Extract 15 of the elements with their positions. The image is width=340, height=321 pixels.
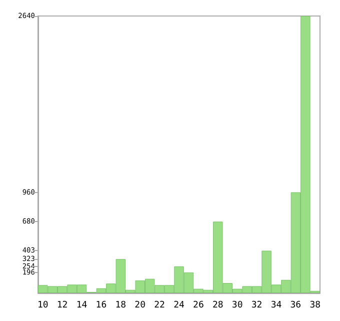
x-tick-label: 16	[96, 300, 107, 310]
x-tick-label: 34	[270, 300, 282, 310]
x-tick-label: 18	[115, 300, 126, 310]
x-tick-label: 32	[251, 300, 262, 310]
x-tick-label: 30	[232, 300, 243, 310]
x-tick-label: 38	[310, 300, 321, 310]
x-tick-label: 20	[134, 300, 146, 310]
x-tick-label: 14	[76, 300, 88, 310]
x-tick-label: 10	[37, 300, 48, 310]
x-tick-label: 28	[212, 300, 224, 310]
x-tick-label: 36	[290, 300, 302, 310]
x-tick-label: 26	[193, 300, 204, 310]
x-tick-label: 12	[56, 300, 68, 310]
x-tick-label: 24	[174, 300, 184, 310]
x-tick-label: 22	[154, 300, 165, 310]
